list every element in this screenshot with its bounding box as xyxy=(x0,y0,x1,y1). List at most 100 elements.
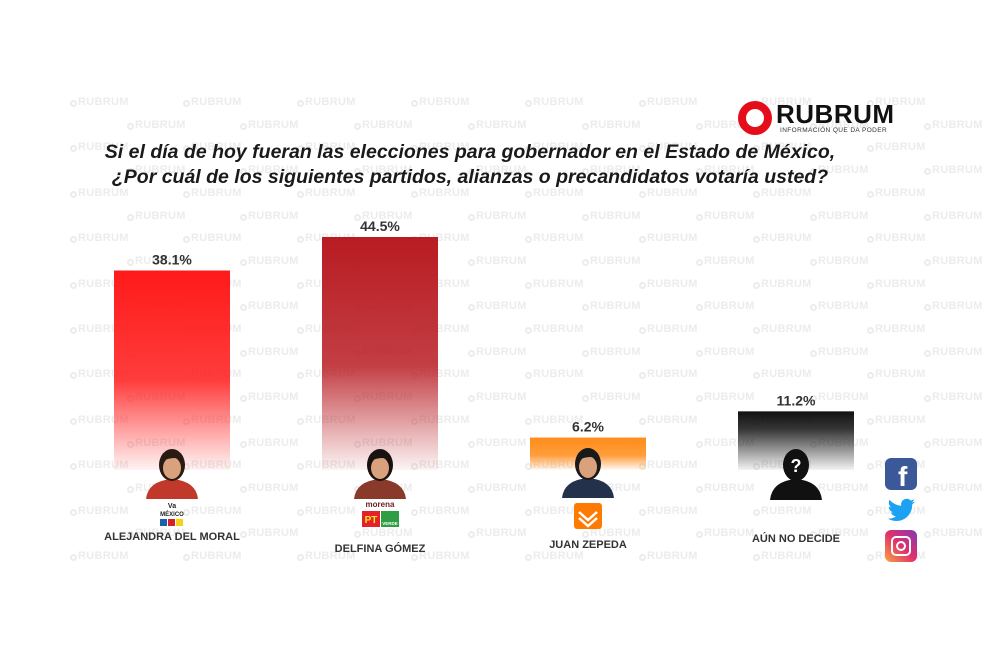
facebook-icon[interactable]: f xyxy=(885,458,917,492)
watermark-text: RUBRUM xyxy=(582,119,641,131)
bar-1 xyxy=(114,270,230,470)
watermark-text: RUBRUM xyxy=(582,300,641,312)
value-label-4: 11.2% xyxy=(777,392,816,408)
bar-2 xyxy=(322,237,438,470)
twitter-bird-icon xyxy=(887,498,915,521)
verde-logo-box xyxy=(381,511,399,527)
watermark-text: RUBRUM xyxy=(468,482,527,494)
value-label-1: 38.1% xyxy=(152,252,192,268)
watermark-text: RUBRUM xyxy=(127,255,186,267)
watermark-text: RUBRUM xyxy=(468,300,527,312)
watermark-text: RUBRUM xyxy=(582,210,641,222)
instagram-icon[interactable] xyxy=(885,530,917,562)
watermark-text: RUBRUM xyxy=(810,527,869,539)
watermark-text: RUBRUM xyxy=(240,210,299,222)
watermark-text: RUBRUM xyxy=(753,96,812,108)
watermark-text: RUBRUM xyxy=(468,164,527,176)
watermark-text: RUBRUM xyxy=(924,210,983,222)
watermark-text: RUBRUM xyxy=(867,414,926,426)
watermark-text: RUBRUM xyxy=(411,550,470,562)
candidate-photo-juan xyxy=(562,448,614,498)
watermark-text: RUBRUM xyxy=(924,437,983,449)
watermark-text: RUBRUM xyxy=(696,391,755,403)
watermark-text: RUBRUM xyxy=(240,391,299,403)
watermark-text: RUBRUM xyxy=(525,368,584,380)
watermark-text: RUBRUM xyxy=(468,346,527,358)
watermark-text: RUBRUM xyxy=(70,232,129,244)
watermark-text: RUBRUM xyxy=(297,550,356,562)
candidate-photo-delfina xyxy=(354,449,406,499)
watermark-text: RUBRUM xyxy=(753,278,812,290)
watermark-text: RUBRUM xyxy=(183,141,242,153)
watermark-text: RUBRUM xyxy=(753,232,812,244)
watermark-text: RUBRUM xyxy=(696,255,755,267)
watermark-text: RUBRUM xyxy=(639,278,698,290)
candidate-photo-alejandra xyxy=(146,449,198,499)
watermark-text: RUBRUM xyxy=(924,300,983,312)
watermark-text: RUBRUM xyxy=(354,119,413,131)
watermark-text: RUBRUM xyxy=(525,414,584,426)
watermark-text: RUBRUM xyxy=(582,346,641,358)
twitter-icon[interactable] xyxy=(885,494,917,526)
watermark-text: RUBRUM xyxy=(297,96,356,108)
watermark-text: RUBRUM xyxy=(240,437,299,449)
watermark-text: RUBRUM xyxy=(468,527,527,539)
watermark-text: RUBRUM xyxy=(525,323,584,335)
watermark-text: RUBRUM xyxy=(696,527,755,539)
watermark-text: RUBRUM xyxy=(696,346,755,358)
watermark-text: RUBRUM xyxy=(127,119,186,131)
watermark-text: RUBRUM xyxy=(468,210,527,222)
watermark-text: RUBRUM xyxy=(924,164,983,176)
survey-question: Si el día de hoy fueran las elecciones p… xyxy=(60,140,880,190)
watermark-text: RUBRUM xyxy=(70,96,129,108)
watermark-text: RUBRUM xyxy=(240,255,299,267)
watermark-text: RUBRUM xyxy=(240,164,299,176)
watermark-text: RUBRUM xyxy=(582,527,641,539)
watermark-text: RUBRUM xyxy=(127,210,186,222)
undecided-silhouette-icon: ? xyxy=(770,449,822,500)
candidate-name-2: DELFINA GÓMEZ xyxy=(334,543,426,555)
watermark-text: RUBRUM xyxy=(240,300,299,312)
watermark-text: RUBRUM xyxy=(696,210,755,222)
watermark-text: RUBRUM xyxy=(810,255,869,267)
watermark-text: RUBRUM xyxy=(753,187,812,199)
watermark-text: RUBRUM xyxy=(411,187,470,199)
watermark-text: RUBRUM xyxy=(753,141,812,153)
watermark-text: RUBRUM xyxy=(240,119,299,131)
alianza-line2: MÉXICO xyxy=(160,510,184,518)
movimiento-ciudadano-logo xyxy=(574,503,602,529)
watermark-text: RUBRUM xyxy=(411,505,470,517)
watermark-text: RUBRUM xyxy=(696,300,755,312)
watermark-text: RUBRUM xyxy=(924,346,983,358)
watermark-text: RUBRUM xyxy=(924,482,983,494)
watermark-text: RUBRUM xyxy=(639,323,698,335)
watermark-text: RUBRUM xyxy=(411,96,470,108)
verde-label: VERDE xyxy=(382,521,398,526)
watermark-text: RUBRUM xyxy=(924,527,983,539)
watermark-text: RUBRUM xyxy=(70,141,129,153)
morena-pt-verde-logo: morena PT VERDE xyxy=(362,500,399,527)
watermark-text: RUBRUM xyxy=(183,187,242,199)
watermark-text: RUBRUM xyxy=(582,391,641,403)
watermark-text: RUBRUM xyxy=(127,164,186,176)
watermark-text: RUBRUM xyxy=(810,300,869,312)
pt-logo-box xyxy=(362,511,380,527)
watermark-text: RUBRUM xyxy=(696,482,755,494)
watermark-text: RUBRUM xyxy=(810,391,869,403)
watermark-text: RUBRUM xyxy=(867,141,926,153)
svg-text:?: ? xyxy=(791,456,802,476)
watermark-text: RUBRUM xyxy=(810,346,869,358)
watermark-text: RUBRUM xyxy=(810,210,869,222)
watermark-text: RUBRUM xyxy=(867,96,926,108)
watermark-text: RUBRUM xyxy=(297,141,356,153)
watermark-text: RUBRUM xyxy=(582,164,641,176)
watermark-text: RUBRUM xyxy=(867,187,926,199)
watermark-text: RUBRUM xyxy=(867,278,926,290)
watermark-text: RUBRUM xyxy=(924,119,983,131)
watermark-text: RUBRUM xyxy=(468,255,527,267)
question-line-2: ¿Por cuál de los siguientes partidos, al… xyxy=(111,166,829,188)
watermark-text: RUBRUM xyxy=(639,550,698,562)
logo-name: RUBRUM xyxy=(776,99,895,129)
watermark-text: RUBRUM xyxy=(354,210,413,222)
